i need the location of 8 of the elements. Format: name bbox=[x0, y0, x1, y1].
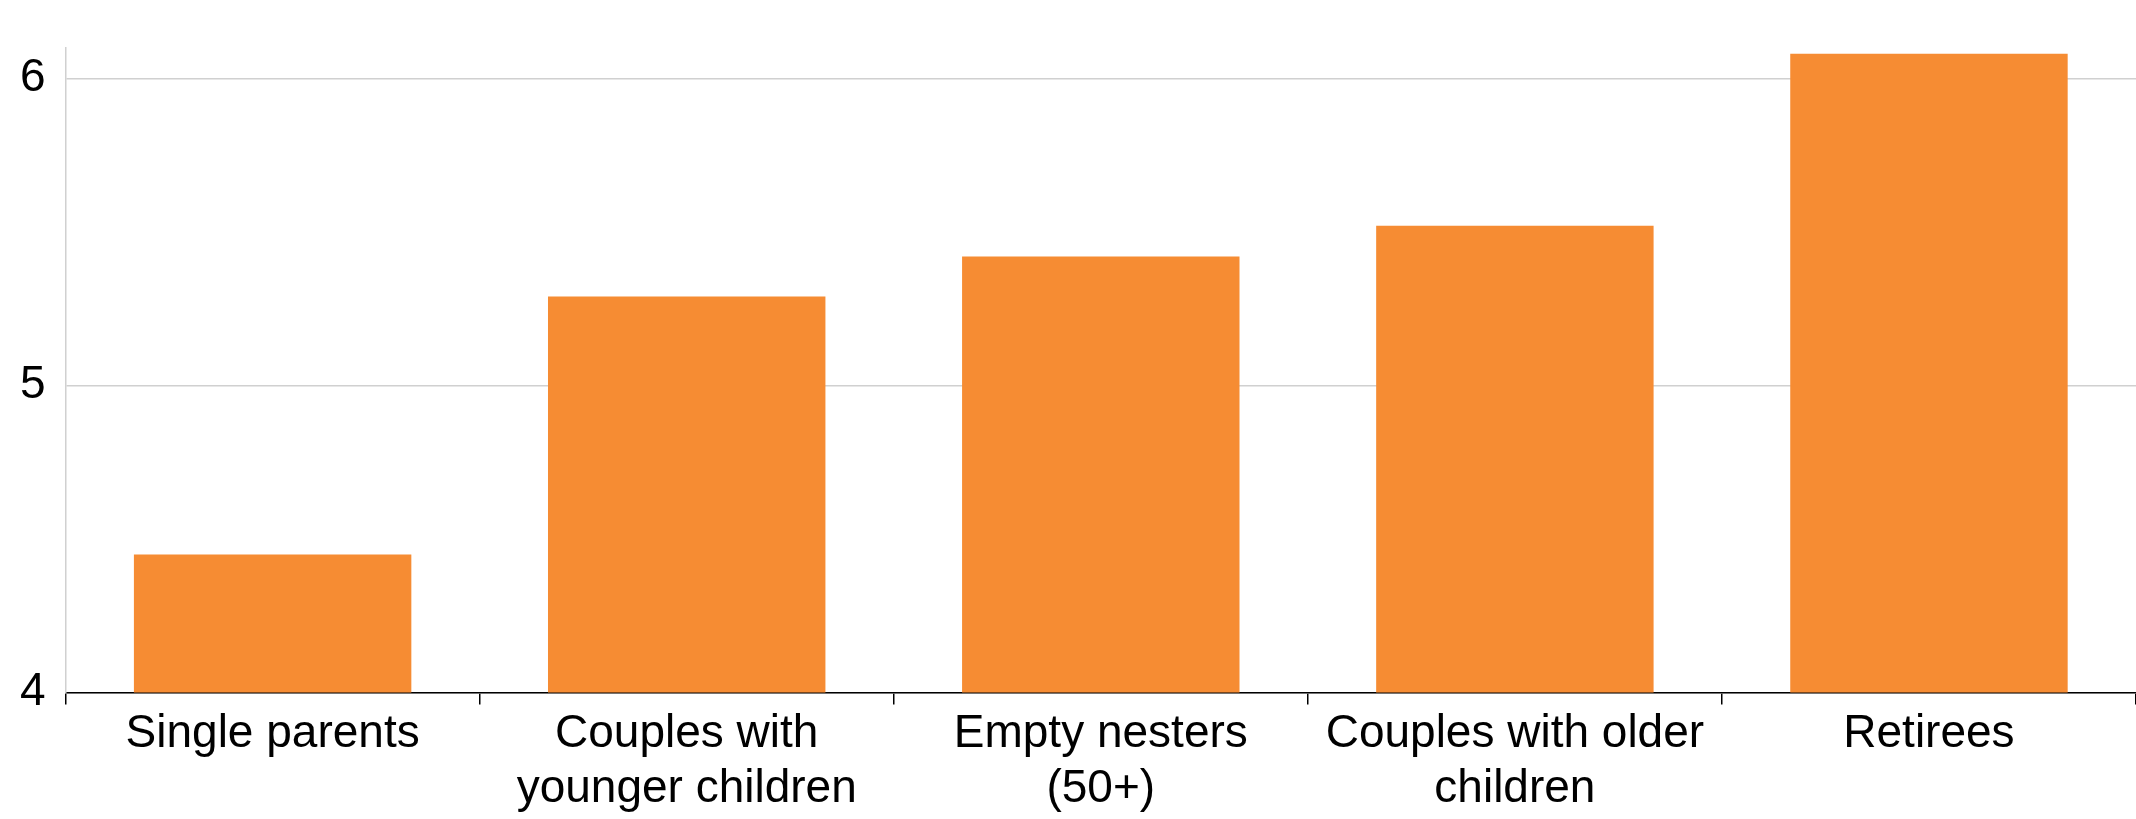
y-tick-label: 4 bbox=[19, 663, 46, 716]
x-tick-label: Retirees bbox=[1843, 704, 2015, 757]
x-tick-label: Couples with younger children bbox=[516, 704, 857, 813]
x-tick-label: Empty nesters (50+) bbox=[953, 704, 1248, 813]
x-tick-label: Single parents bbox=[125, 704, 420, 757]
y-tick-label: 5 bbox=[19, 356, 46, 409]
x-tick-label: Couples with older children bbox=[1325, 704, 1705, 813]
y-tick-label: 6 bbox=[19, 49, 46, 101]
